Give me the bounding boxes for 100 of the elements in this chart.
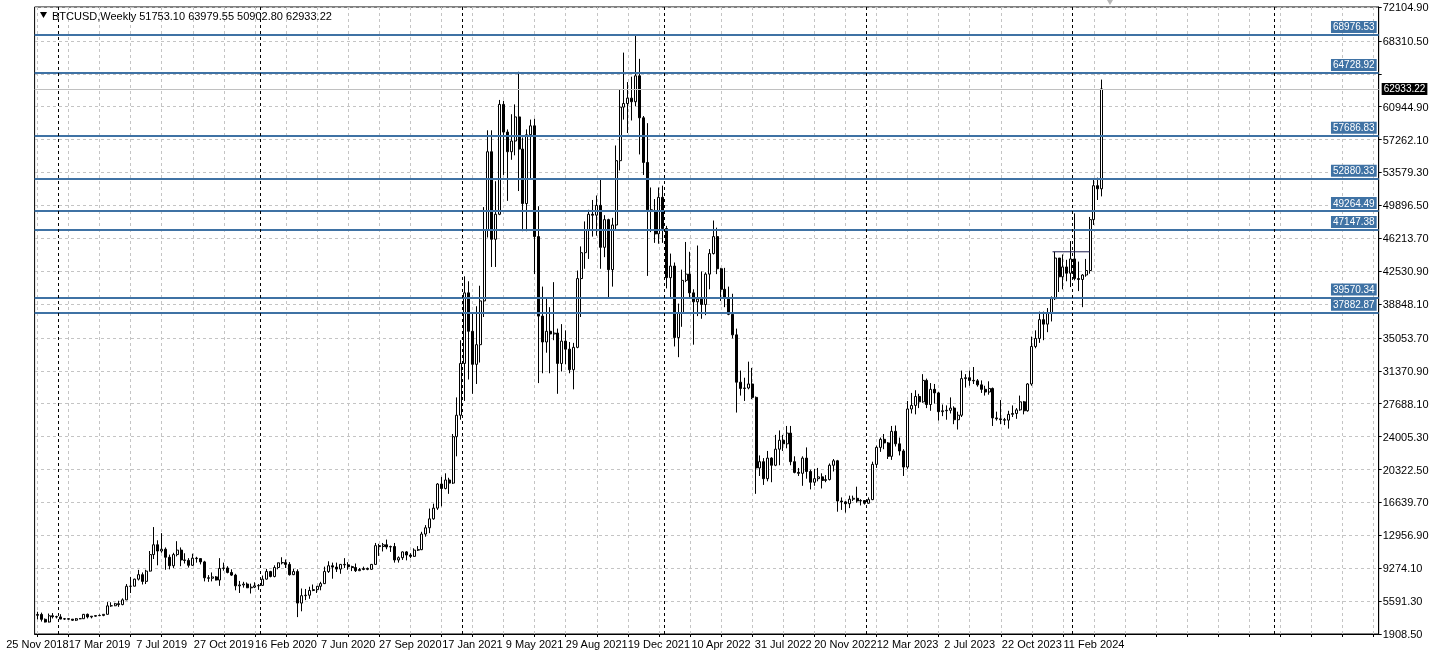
- candlestick: [657, 186, 660, 245]
- candlestick: [980, 379, 983, 394]
- candlestick: [405, 550, 408, 561]
- y-tick-label: 1908.50: [1382, 628, 1423, 640]
- candlestick: [362, 566, 365, 571]
- candlestick: [374, 542, 377, 566]
- y-tick-label: 53579.30: [1382, 166, 1429, 179]
- candlestick: [1061, 253, 1064, 290]
- candlestick: [226, 565, 229, 574]
- candlestick: [972, 366, 975, 385]
- y-tick-label: 38848.10: [1382, 298, 1429, 311]
- y-tick-label: 5591.30: [1382, 595, 1423, 608]
- y-tick-label: 42530.90: [1382, 265, 1429, 278]
- ref-line-label: 49264.49: [1332, 197, 1376, 209]
- candlestick: [844, 500, 847, 514]
- y-tick-label: 12956.90: [1382, 529, 1429, 542]
- y-tick-label: 20322.50: [1382, 463, 1429, 476]
- candlestick: [999, 399, 1002, 425]
- candlestick: [848, 495, 851, 509]
- candlestick: [351, 565, 354, 572]
- candlestick: [218, 557, 221, 587]
- candlestick: [44, 617, 47, 623]
- x-tick-label: 31 Jul 2022: [754, 637, 812, 650]
- ref-line-label: 64728.92: [1332, 59, 1376, 71]
- candlestick: [296, 568, 299, 618]
- candlestick: [490, 129, 493, 268]
- chart-title: BTCUSD,Weekly 51753.10 63979.55 50902.80 62933.22: [52, 9, 332, 22]
- candlestick: [914, 389, 917, 415]
- ref-line-label: 47147.38: [1332, 216, 1376, 228]
- candlestick: [354, 563, 357, 573]
- x-tick-label: 29 Aug 2021: [565, 637, 628, 650]
- x-tick-label: 10 Apr 2022: [691, 637, 751, 650]
- y-tick-label: 16639.70: [1382, 496, 1429, 509]
- candlestick: [1100, 79, 1103, 197]
- x-tick-label: 17 Mar 2019: [68, 637, 131, 650]
- candlestick: [242, 581, 245, 589]
- candlestick: [211, 571, 214, 582]
- x-tick-label: 9 May 2021: [505, 637, 564, 650]
- candlestick: [281, 556, 284, 565]
- candlestick: [413, 547, 416, 558]
- candlestick: [929, 382, 932, 412]
- candlestick: [195, 556, 198, 564]
- candlestick: [382, 542, 385, 552]
- x-tick-label: 22 Oct 2023: [1001, 637, 1062, 650]
- candlestick: [67, 617, 70, 621]
- candlestick: [723, 267, 726, 308]
- candlestick: [968, 370, 971, 387]
- candlestick: [366, 567, 369, 571]
- candlestick: [401, 550, 404, 561]
- candlestick: [836, 459, 839, 513]
- x-tick-label: 20 Nov 2022: [814, 637, 877, 650]
- candlestick: [187, 557, 190, 569]
- candlestick: [273, 564, 276, 578]
- candlestick: [778, 429, 781, 466]
- x-tick-label: 12 Mar 2023: [876, 637, 939, 650]
- y-tick-label: 31370.90: [1382, 364, 1429, 377]
- candlestick: [55, 615, 58, 619]
- candlestick: [347, 561, 350, 571]
- candlestick: [40, 612, 43, 623]
- candlestick: [90, 615, 93, 619]
- x-tick-label: 27 Sep 2020: [379, 637, 442, 650]
- candlestick: [409, 552, 412, 559]
- y-tick-label: 24005.30: [1382, 430, 1429, 443]
- candlestick: [331, 562, 334, 580]
- y-tick-label: 46213.70: [1382, 232, 1429, 245]
- x-tick-label: 17 Jan 2021: [442, 637, 503, 650]
- candlestick: [114, 602, 117, 607]
- candlestick: [828, 462, 831, 481]
- candlestick: [1042, 311, 1045, 341]
- x-tick-label: 7 Jun 2020: [320, 637, 376, 650]
- candlestick: [63, 617, 66, 621]
- x-tick-label: 25 Nov 2018: [6, 637, 69, 650]
- candlestick: [71, 618, 74, 622]
- candlestick: [358, 567, 361, 572]
- candlestick: [94, 614, 97, 618]
- x-tick-label: 2 Jul 2023: [944, 637, 996, 650]
- y-tick-label: 35053.70: [1382, 331, 1429, 344]
- candlestick: [203, 560, 206, 582]
- ref-line-label: 62933.22: [1383, 83, 1426, 95]
- candlestick: [821, 472, 824, 489]
- candlestick: [813, 468, 816, 487]
- y-tick-label: 49896.50: [1382, 199, 1429, 212]
- candlestick: [106, 601, 109, 615]
- ref-line-label: 37882.87: [1332, 299, 1376, 311]
- y-tick-label: 27688.10: [1382, 397, 1429, 410]
- candlestick: [1038, 311, 1041, 344]
- candlestick: [308, 586, 311, 600]
- y-tick-label: 72104.90: [1382, 1, 1429, 13]
- ref-line-label: 39570.34: [1332, 284, 1376, 296]
- candlestick: [922, 373, 925, 404]
- x-tick-label: 16 Feb 2020: [255, 637, 317, 650]
- candlestick: [250, 583, 253, 595]
- candlestick: [316, 585, 319, 594]
- candlestick: [48, 613, 51, 623]
- candlestick: [141, 571, 144, 585]
- candlestick: [925, 378, 928, 409]
- candlestick: [51, 612, 54, 619]
- candlestick: [599, 178, 602, 270]
- candlestick: [766, 450, 769, 482]
- candlestick: [607, 218, 610, 298]
